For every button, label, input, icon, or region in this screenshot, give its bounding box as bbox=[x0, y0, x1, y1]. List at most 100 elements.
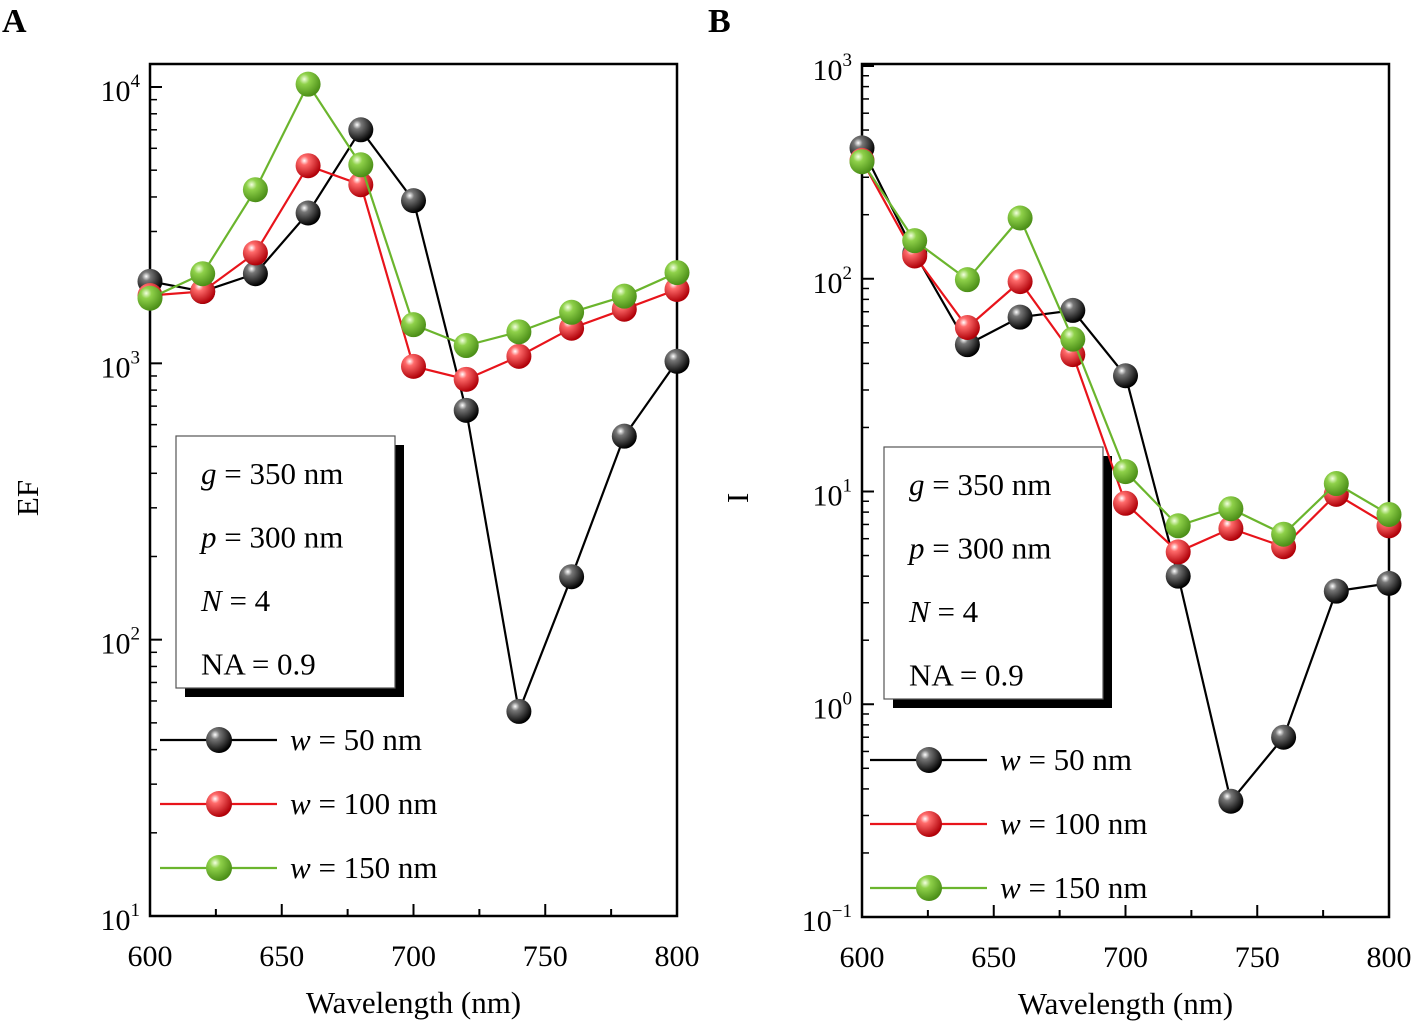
legend-marker bbox=[206, 727, 232, 753]
x-tick-label: 800 bbox=[1367, 941, 1412, 974]
data-point bbox=[1376, 501, 1402, 527]
data-point bbox=[506, 698, 532, 724]
y-tick-exponent: 1 bbox=[843, 476, 853, 497]
legend-label: w = 100 nm bbox=[290, 786, 438, 821]
annotation-line: p = 300 nm bbox=[907, 531, 1051, 566]
annotation-box bbox=[883, 446, 1104, 700]
legend-value: = 50 nm bbox=[1021, 742, 1132, 777]
data-point bbox=[453, 397, 479, 423]
data-point bbox=[559, 564, 585, 590]
annotation-variable: g bbox=[909, 467, 925, 502]
data-point bbox=[401, 188, 426, 214]
y-tick-exponent: 1 bbox=[131, 900, 141, 921]
data-point bbox=[1113, 490, 1138, 516]
panel-label: B bbox=[708, 3, 731, 40]
data-point bbox=[453, 333, 479, 359]
y-tick-label: 102 bbox=[813, 263, 853, 300]
data-point bbox=[1165, 539, 1191, 565]
data-point bbox=[348, 117, 374, 143]
legend-label: w = 150 nm bbox=[290, 850, 438, 885]
legend-value: = 150 nm bbox=[1021, 870, 1148, 905]
annotation-line: NA = 0.9 bbox=[201, 647, 316, 682]
data-point bbox=[902, 228, 928, 254]
data-point bbox=[611, 283, 637, 309]
y-tick-exponent: −1 bbox=[832, 901, 852, 922]
legend-marker bbox=[916, 875, 942, 901]
series-w-50-nm: w = 50 nm bbox=[849, 135, 1402, 814]
y-tick-label: 10−1 bbox=[802, 901, 852, 938]
panel-label: A bbox=[2, 3, 27, 40]
legend-value: = 100 nm bbox=[311, 786, 438, 821]
y-tick-base: 10 bbox=[101, 75, 131, 108]
data-point bbox=[295, 71, 321, 97]
annotation-line: g = 350 nm bbox=[201, 456, 343, 491]
y-tick-base: 10 bbox=[101, 351, 131, 384]
legend-marker bbox=[206, 791, 232, 817]
data-point bbox=[1271, 521, 1297, 547]
data-point bbox=[1113, 459, 1138, 485]
y-tick-exponent: 3 bbox=[131, 347, 141, 368]
legend-label: w = 50 nm bbox=[290, 722, 422, 757]
y-tick-base: 10 bbox=[802, 905, 832, 938]
data-point bbox=[559, 299, 585, 325]
annotation-variable: N bbox=[908, 594, 932, 629]
series-line bbox=[149, 81, 678, 347]
y-axis-label: I bbox=[720, 493, 755, 503]
data-point bbox=[295, 200, 321, 226]
legend-label: w = 50 nm bbox=[1000, 742, 1132, 777]
data-point bbox=[1218, 516, 1244, 542]
legend-variable: w bbox=[290, 850, 311, 885]
legend-marker bbox=[916, 811, 942, 837]
data-point bbox=[1323, 471, 1349, 497]
data-point bbox=[664, 348, 690, 374]
y-tick-exponent: 0 bbox=[843, 688, 853, 709]
data-point bbox=[1376, 570, 1402, 596]
x-tick-label: 600 bbox=[128, 940, 173, 973]
data-point bbox=[954, 332, 980, 358]
data-point bbox=[348, 152, 374, 178]
y-tick-base: 10 bbox=[813, 54, 843, 87]
x-tick-label: 750 bbox=[523, 940, 568, 973]
y-tick-label: 101 bbox=[101, 900, 141, 937]
y-tick-label: 103 bbox=[813, 50, 853, 87]
y-tick-exponent: 2 bbox=[131, 624, 141, 645]
y-tick-base: 10 bbox=[101, 628, 131, 661]
x-axis-label: Wavelength (nm) bbox=[1018, 986, 1233, 1021]
data-point bbox=[401, 353, 426, 379]
y-tick-label: 100 bbox=[813, 688, 853, 725]
annotation-value: = 300 nm bbox=[925, 531, 1052, 566]
data-point bbox=[954, 315, 980, 341]
annotation-value: = 350 nm bbox=[217, 456, 344, 491]
y-tick-label: 102 bbox=[101, 624, 141, 661]
legend-label: w = 100 nm bbox=[1000, 806, 1148, 841]
annotation-box bbox=[175, 435, 396, 689]
data-point bbox=[506, 319, 532, 345]
series-w-150-nm: w = 150 nm bbox=[849, 149, 1402, 905]
data-point bbox=[1165, 563, 1191, 589]
legend-label: w = 150 nm bbox=[1000, 870, 1148, 905]
data-point bbox=[1218, 496, 1244, 522]
y-tick-base: 10 bbox=[101, 904, 131, 937]
legend-variable: w bbox=[1000, 742, 1021, 777]
y-axis-label: EF bbox=[10, 480, 45, 516]
annotation-variable: p bbox=[199, 520, 217, 555]
legend-value: = 100 nm bbox=[1021, 806, 1148, 841]
annotation-variable: p bbox=[907, 531, 925, 566]
y-tick-base: 10 bbox=[813, 480, 843, 513]
annotation-value: = 4 bbox=[930, 594, 979, 629]
data-point bbox=[401, 312, 426, 338]
x-tick-label: 700 bbox=[391, 940, 436, 973]
annotation-value: = 4 bbox=[222, 583, 271, 618]
data-point bbox=[453, 366, 479, 392]
data-point bbox=[506, 343, 532, 369]
data-point bbox=[1165, 513, 1191, 539]
annotation-line: NA = 0.9 bbox=[909, 658, 1024, 693]
data-point bbox=[190, 278, 216, 304]
annotation-value: = 300 nm bbox=[217, 520, 344, 555]
data-point bbox=[242, 240, 268, 266]
x-axis-label: Wavelength (nm) bbox=[306, 985, 521, 1020]
legend-variable: w bbox=[1000, 806, 1021, 841]
